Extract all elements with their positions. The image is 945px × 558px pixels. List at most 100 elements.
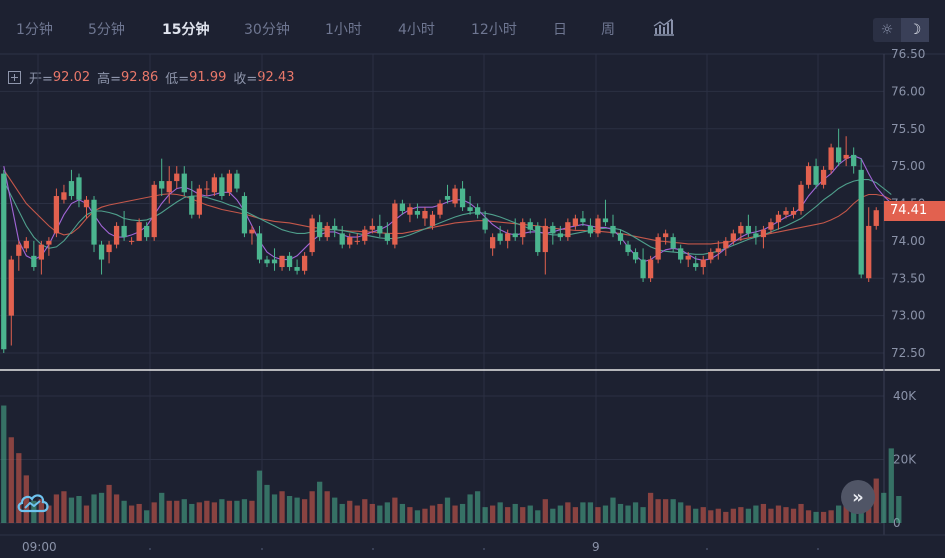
- volume-bar: [497, 502, 503, 523]
- candle-body: [286, 255, 293, 268]
- tab-15min[interactable]: 15分钟: [162, 22, 210, 38]
- candle-body: [354, 240, 360, 242]
- tab-5min[interactable]: 5分钟: [88, 22, 125, 38]
- candle-body: [31, 255, 37, 268]
- time-label: 09:00: [22, 540, 57, 554]
- candle-body: [760, 229, 767, 238]
- candle-body: [369, 225, 375, 230]
- sun-icon[interactable]: ☼: [880, 22, 894, 38]
- candle-body: [271, 259, 278, 264]
- candle-body: [61, 192, 67, 200]
- tab-1hour[interactable]: 1小时: [325, 22, 362, 38]
- candle-body: [482, 218, 488, 230]
- volume-bar: [437, 503, 443, 523]
- candle-body: [820, 169, 827, 185]
- candle-body: [693, 263, 699, 268]
- candle-body: [790, 210, 797, 215]
- candle-body: [234, 173, 240, 189]
- volume-bar: [760, 503, 767, 523]
- tab-1min[interactable]: 1分钟: [16, 22, 53, 38]
- price-tick-label: 73.00: [891, 309, 925, 323]
- candle-body: [670, 237, 676, 249]
- volume-bar: [1, 405, 7, 523]
- candle-body: [768, 222, 774, 230]
- volume-bar: [459, 503, 466, 523]
- candle-body: [46, 240, 52, 245]
- volume-bar: [625, 505, 631, 523]
- price-tick-label: 75.00: [891, 159, 925, 173]
- price-tick-label: 75.50: [891, 122, 925, 136]
- candle-body: [407, 207, 413, 215]
- candle-body: [580, 218, 586, 223]
- volume-bar: [83, 505, 90, 523]
- candle-body: [437, 203, 443, 215]
- candle-body: [490, 237, 496, 249]
- tab-12hour[interactable]: 12小时: [471, 22, 517, 38]
- volume-bar: [369, 503, 375, 523]
- tab-4hour[interactable]: 4小时: [398, 22, 435, 38]
- volume-bar: [557, 505, 563, 523]
- volume-bar: [106, 484, 112, 523]
- volume-bar: [587, 502, 594, 523]
- candle-body: [362, 229, 368, 241]
- tab-30min[interactable]: 30分钟: [244, 22, 290, 38]
- volume-bar: [301, 499, 308, 523]
- candle-body: [843, 154, 849, 159]
- cloud-icon[interactable]: [16, 490, 50, 514]
- candle-body: [866, 225, 872, 279]
- volume-tick-label: 20K: [893, 453, 917, 467]
- moon-icon[interactable]: ☽: [901, 18, 929, 42]
- candle-body: [550, 225, 556, 234]
- volume-bar: [444, 497, 451, 523]
- theme-toggle[interactable]: ☼ ☽: [873, 18, 929, 42]
- volume-bar: [422, 508, 428, 523]
- candle-body: [144, 225, 150, 238]
- ohlc-readout: 开= 92.02 高= 92.86 低= 91.99 收= 92.43: [8, 68, 302, 87]
- volume-bar: [723, 511, 729, 523]
- volume-bar: [602, 505, 609, 523]
- candle-body: [602, 218, 609, 223]
- volume-bar: [535, 510, 541, 523]
- candle-body: [715, 248, 721, 253]
- candle-body: [647, 259, 654, 279]
- candle-body: [775, 214, 782, 223]
- tab-day[interactable]: 日: [553, 22, 567, 38]
- volume-bar: [23, 475, 29, 523]
- candle-body: [655, 237, 661, 260]
- volume-bar: [324, 491, 330, 523]
- candle-body: [467, 207, 473, 211]
- volume-bar: [700, 507, 706, 523]
- candle-body: [264, 259, 270, 264]
- volume-bar: [820, 511, 827, 523]
- volume-bar: [113, 494, 120, 523]
- tab-week[interactable]: 周: [601, 22, 615, 38]
- candle-body: [189, 196, 195, 215]
- candle-body: [595, 218, 601, 234]
- indicator-icon[interactable]: [652, 17, 676, 41]
- scroll-to-latest-button[interactable]: »: [841, 480, 875, 514]
- volume-bar: [647, 492, 654, 523]
- volume-bar: [790, 508, 797, 523]
- expand-plus-icon[interactable]: [8, 71, 21, 84]
- volume-bar: [542, 499, 548, 523]
- candle-body: [332, 225, 338, 230]
- volume-bar: [286, 496, 293, 523]
- candle-body: [512, 233, 518, 238]
- candle-body: [196, 188, 202, 215]
- volume-bar: [407, 507, 413, 523]
- volume-bar: [76, 496, 82, 523]
- volume-bar: [392, 497, 398, 523]
- volume-bar: [873, 478, 879, 523]
- candle-body: [828, 147, 834, 170]
- volume-bar: [580, 502, 586, 523]
- volume-bar: [527, 505, 533, 523]
- volume-bar: [512, 503, 518, 523]
- candle-body: [572, 218, 579, 226]
- close-label: 收=: [233, 72, 258, 87]
- candle-body: [678, 248, 684, 260]
- volume-bar: [708, 510, 714, 523]
- candle-body: [219, 177, 225, 197]
- volume-bar: [166, 500, 172, 523]
- candle-body: [474, 207, 481, 215]
